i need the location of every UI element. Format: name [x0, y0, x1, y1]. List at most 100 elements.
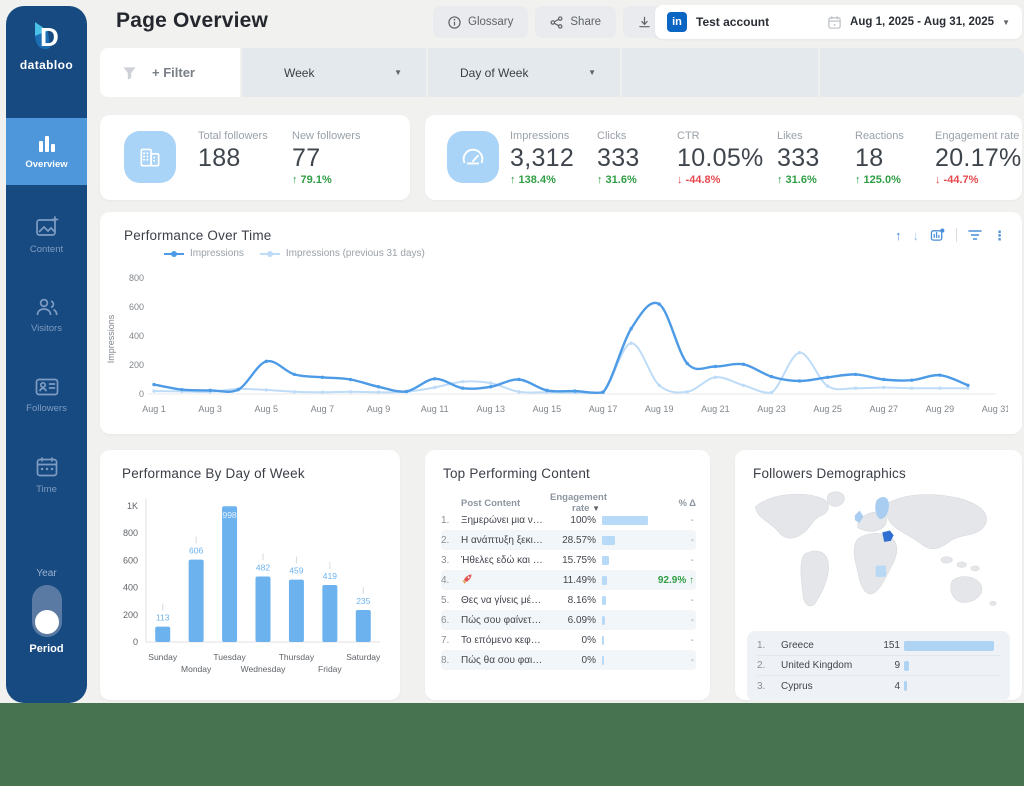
svg-text:Sunday: Sunday — [148, 652, 178, 662]
content-row[interactable]: 1. Ξημερώνει μια νέα επο... 100% - — [441, 510, 696, 530]
country-row[interactable]: 2. United Kingdom 9 — [757, 656, 1000, 676]
post-content-text: Πώς σου φαίνεται η ιδ... — [461, 614, 550, 626]
content-row[interactable]: 3. Ήθελες εδώ και καιρό... 15.75% - — [441, 550, 696, 570]
year-label: Year — [36, 568, 57, 579]
followers-kpi-card: Total followers 188 New followers 77 ↑ 7… — [100, 115, 410, 200]
image-plus-icon — [35, 216, 58, 236]
svg-text:235: 235 — [356, 596, 370, 606]
follower-count: 4 — [894, 680, 900, 692]
content-row[interactable]: 5. Θες να γίνεις μέρος τω... 8.16% - — [441, 590, 696, 610]
svg-text:113: 113 — [156, 613, 170, 623]
likes-metric: Likes 333 ↑ 31.6% — [777, 130, 820, 186]
arrow-up-icon[interactable]: ↑ — [895, 227, 902, 243]
svg-text:Aug 7: Aug 7 — [311, 404, 335, 414]
col-engagement-rate[interactable]: Engagement rate ▼ — [550, 492, 608, 514]
col-delta[interactable]: % Δ — [678, 497, 696, 509]
svg-text:400: 400 — [129, 331, 144, 341]
map-asia — [885, 494, 987, 550]
kebab-menu-icon[interactable]: ⋮ — [993, 227, 1006, 243]
date-range-text: Aug 1, 2025 - Aug 31, 2025 — [850, 16, 995, 28]
speedometer-icon — [447, 131, 499, 183]
map-highlight-united-kingdom — [854, 510, 864, 523]
delta-value: - — [690, 614, 694, 626]
total-followers-metric: Total followers 188 — [198, 130, 268, 172]
svg-text:Monday: Monday — [181, 664, 212, 674]
table-header: Post Content Engagement rate ▼ % Δ — [441, 492, 696, 514]
legend-impressions[interactable]: Impressions — [164, 248, 244, 259]
sidebar-item-overview[interactable]: Overview — [6, 118, 87, 185]
svg-text:0: 0 — [139, 389, 144, 399]
clicks-metric: Clicks 333 ↑ 31.6% — [597, 130, 640, 186]
follower-count: 151 — [883, 640, 900, 651]
sidebar-item-visitors[interactable]: Visitors — [6, 284, 87, 346]
delta-value: - — [690, 634, 694, 646]
chart-title: Performance By Day of Week — [122, 466, 305, 481]
brand-logo: D databloo — [6, 18, 87, 72]
date-range-picker[interactable]: Aug 1, 2025 - Aug 31, 2025 ▼ — [827, 15, 1010, 30]
country-list: 1. Greece 151 2. United Kingdom 9 3. Cyprus 4 — [747, 631, 1010, 701]
sidebar-item-time[interactable]: Time — [6, 444, 87, 506]
demographics-card: Followers Demographics 1. Greece 151 2. Unit… — [735, 450, 1022, 701]
delta-badge: ↑ 79.1% — [292, 174, 332, 186]
sidebar-item-followers[interactable]: Followers — [6, 364, 87, 426]
toggle-knob[interactable] — [34, 610, 59, 634]
country-name: United Kingdom — [781, 660, 853, 671]
row-rank: 8. — [441, 654, 450, 666]
country-row[interactable]: 1. Greece 151 — [757, 636, 1000, 656]
content-row[interactable]: 7. Το επόμενο κεφάλαιο ... 0% - — [441, 630, 696, 650]
row-rank: 6. — [441, 614, 450, 626]
legend-impressions-previous[interactable]: Impressions (previous 31 days) — [259, 248, 425, 259]
post-content-text: Θες να γίνεις μέρος τω... — [461, 594, 550, 606]
share-button[interactable]: Share — [535, 6, 617, 38]
content-row[interactable]: 8. Πώς θα σου φαινόταν ... 0% - — [441, 650, 696, 670]
sidebar-item-content[interactable]: Content — [6, 204, 87, 266]
follower-count: 9 — [894, 660, 900, 671]
post-content-text: Το επόμενο κεφάλαιο ... — [461, 634, 550, 646]
world-map — [755, 491, 997, 607]
table-title: Top Performing Content — [443, 466, 590, 481]
svg-text:459: 459 — [289, 566, 303, 576]
day-of-week-dropdown[interactable]: Day of Week ▼ — [428, 48, 620, 97]
year-period-toggle[interactable] — [31, 585, 62, 637]
svg-text:D: D — [40, 22, 59, 52]
svg-text:Aug 15: Aug 15 — [533, 404, 562, 414]
filter-icon[interactable] — [968, 229, 982, 241]
svg-text:Wednesday: Wednesday — [241, 664, 286, 674]
funnel-icon — [123, 66, 136, 80]
row-rank: 4. — [441, 574, 450, 586]
building-icon — [124, 131, 176, 183]
delta-value: - — [690, 514, 694, 526]
engagement-rate-value: 0% — [581, 654, 596, 666]
page-title: Page Overview — [116, 9, 269, 32]
engagement-rate-metric: Engagement rate 20.17% ↓ -44.7% — [935, 130, 1022, 186]
ctr-metric: CTR 10.05% ↓ -44.8% — [677, 130, 764, 186]
svg-text:Saturday: Saturday — [346, 652, 381, 662]
content-row[interactable]: 2. Η ανάπτυξη ξεκινά απ... 28.57% - — [441, 530, 696, 550]
engagement-rate-value: 0% — [581, 634, 596, 646]
country-name: Greece — [781, 640, 814, 651]
delta-badge: ↓ -44.8% — [677, 174, 721, 186]
post-content-text: Ήθελες εδώ και καιρό... — [461, 554, 550, 566]
svg-text:Aug 1: Aug 1 — [142, 404, 166, 414]
map-australia — [950, 576, 983, 603]
svg-text:200: 200 — [129, 360, 144, 370]
engagement-rate-value: 15.75% — [562, 554, 596, 566]
glossary-button[interactable]: Glossary — [433, 6, 529, 38]
content-row[interactable]: 4. 11.49% 92.9% ↑ — [441, 570, 696, 590]
new-followers-metric: New followers 77 ↑ 79.1% — [292, 130, 361, 186]
arrow-down-icon[interactable]: ↓ — [912, 227, 920, 243]
svg-text:0: 0 — [133, 637, 138, 647]
content-row[interactable]: 6. Πώς σου φαίνεται η ιδ... 6.09% - — [441, 610, 696, 630]
rate-bar — [602, 655, 650, 665]
svg-text:1K: 1K — [127, 501, 138, 511]
week-dropdown[interactable]: Week ▼ — [242, 48, 426, 97]
svg-text:Friday: Friday — [318, 664, 342, 674]
chart-export-icon[interactable] — [930, 228, 945, 242]
map-highlight-scandinavia — [875, 496, 889, 520]
map-highlight-central-africa — [875, 565, 887, 577]
account-selector[interactable]: in Test account Aug 1, 2025 - Aug 31, 20… — [655, 5, 1022, 39]
chevron-down-icon: ▼ — [394, 68, 402, 77]
country-row[interactable]: 3. Cyprus 4 — [757, 676, 1000, 696]
add-filter-button[interactable]: + Filter — [100, 48, 240, 97]
rate-bar — [602, 595, 650, 605]
